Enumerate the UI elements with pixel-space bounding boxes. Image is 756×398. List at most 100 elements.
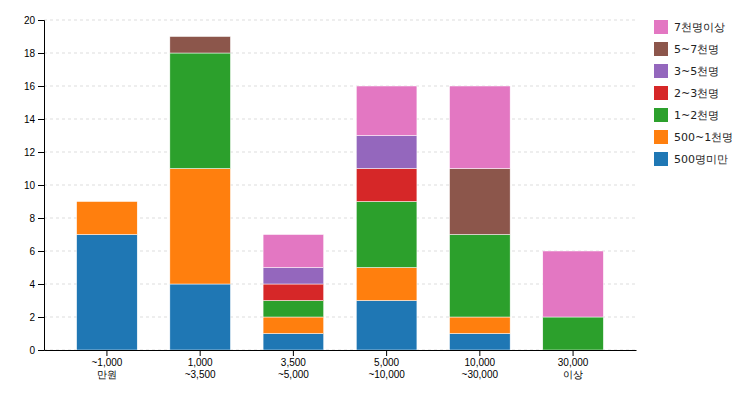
legend-label: 500명미만 — [674, 153, 728, 166]
tick-label: 0 — [29, 345, 35, 356]
bar-segment — [450, 86, 511, 169]
chart: 0 2 4 6 8 10 12 14 16 18 20 ~1,000만원 1,000~3,500 3,50… — [0, 0, 756, 398]
legend-item: 2~3천명 — [654, 86, 719, 100]
legend-label: 5~7천명 — [674, 43, 719, 56]
series — [263, 169, 417, 301]
tick-label: 2 — [29, 312, 35, 323]
axis-domain — [45, 350, 637, 351]
bar-segment — [170, 169, 231, 285]
tick: 2 — [29, 312, 44, 323]
axis-domain — [38, 21, 45, 351]
bar-segment — [77, 201, 138, 202]
tick-label: 16 — [24, 81, 36, 92]
grid-line — [44, 53, 636, 54]
series — [170, 37, 510, 235]
tick-mark — [38, 53, 44, 54]
y-axis: 0 2 4 6 8 10 12 14 16 18 20 — [24, 15, 45, 356]
bar-segment — [543, 317, 604, 350]
legend-label: 1~2천명 — [674, 109, 719, 122]
tick-label: 10 — [24, 180, 36, 191]
bar-segment — [356, 169, 417, 202]
tick: 16 — [24, 81, 44, 92]
tick-mark — [38, 152, 44, 153]
series — [77, 235, 511, 351]
bar-segment — [77, 201, 138, 202]
tick-mark — [479, 350, 480, 356]
bar-segment — [263, 235, 324, 268]
bar-segment — [77, 201, 138, 202]
tick-mark — [573, 350, 574, 356]
tick-label: 18 — [24, 48, 36, 59]
tick-mark — [38, 251, 44, 252]
legend-swatch — [654, 130, 668, 144]
tick: 4 — [29, 279, 44, 290]
grid — [44, 20, 636, 350]
legend-swatch — [654, 108, 668, 122]
bars — [77, 37, 604, 351]
tick-label: 1,000~3,500 — [185, 357, 216, 380]
series — [170, 53, 604, 350]
bar-segment — [543, 251, 604, 317]
tick-label: 20 — [24, 15, 36, 26]
tick: ~1,000만원 — [91, 350, 122, 380]
bar-segment — [263, 301, 324, 318]
tick: 12 — [24, 147, 44, 158]
tick: 3,500~5,000 — [278, 350, 309, 380]
legend-item: 1~2천명 — [654, 108, 719, 122]
grid-line — [44, 152, 636, 153]
tick: 18 — [24, 48, 44, 59]
legend-swatch — [654, 64, 668, 78]
series — [263, 136, 417, 285]
tick-label: ~1,000만원 — [91, 357, 122, 380]
bar-segment — [77, 201, 138, 202]
bar-segment — [450, 317, 511, 334]
bar-segment — [263, 334, 324, 351]
legend-item: 500명미만 — [654, 152, 728, 166]
bar-segment — [77, 202, 138, 235]
bar-segment — [356, 301, 417, 351]
tick-label: 5,000~10,000 — [368, 357, 405, 380]
tick: 10,000~30,000 — [462, 350, 499, 380]
tick: 8 — [29, 213, 44, 224]
bar-segment — [356, 86, 417, 136]
tick-label: 14 — [24, 114, 36, 125]
legend-label: 7천명이상 — [674, 21, 725, 34]
bar-segment — [170, 284, 231, 350]
grid-line — [44, 185, 636, 186]
tick-mark — [38, 317, 44, 318]
legend-label: 500~1천명 — [674, 131, 733, 144]
tick-label: 6 — [29, 246, 35, 257]
bar-segment — [356, 202, 417, 268]
tick-mark — [386, 350, 387, 356]
tick-label: 4 — [29, 279, 35, 290]
tick-mark — [38, 218, 44, 219]
bar-segment — [356, 268, 417, 301]
tick: 30,000이상 — [558, 350, 589, 380]
tick-label: 30,000이상 — [558, 357, 589, 380]
legend-swatch — [654, 86, 668, 100]
bar-segment — [77, 235, 138, 351]
tick-label: 10,000~30,000 — [462, 357, 499, 380]
tick-mark — [38, 20, 44, 21]
grid-line — [44, 119, 636, 120]
legend-item: 500~1천명 — [654, 130, 733, 144]
bar-segment — [356, 136, 417, 169]
series — [77, 169, 511, 334]
bar-segment — [450, 334, 511, 351]
legend-swatch — [654, 20, 668, 34]
grid-line — [44, 86, 636, 87]
tick-label: 12 — [24, 147, 36, 158]
tick-mark — [38, 185, 44, 186]
bar-segment — [450, 235, 511, 318]
tick: 20 — [24, 15, 44, 26]
bar-segment — [170, 36, 231, 37]
tick-mark — [38, 350, 44, 351]
bar-segment — [263, 284, 324, 301]
tick-label: 3,500~5,000 — [278, 357, 309, 380]
tick-mark — [106, 350, 107, 356]
bar-segment — [170, 37, 231, 54]
legend-swatch — [654, 42, 668, 56]
bar-segment — [263, 317, 324, 334]
legend: 7천명이상5~7천명3~5천명2~3천명1~2천명500~1천명500명미만 — [654, 20, 733, 166]
x-axis: ~1,000만원 1,000~3,500 3,500~5,000 5,000~10,0… — [45, 350, 637, 380]
